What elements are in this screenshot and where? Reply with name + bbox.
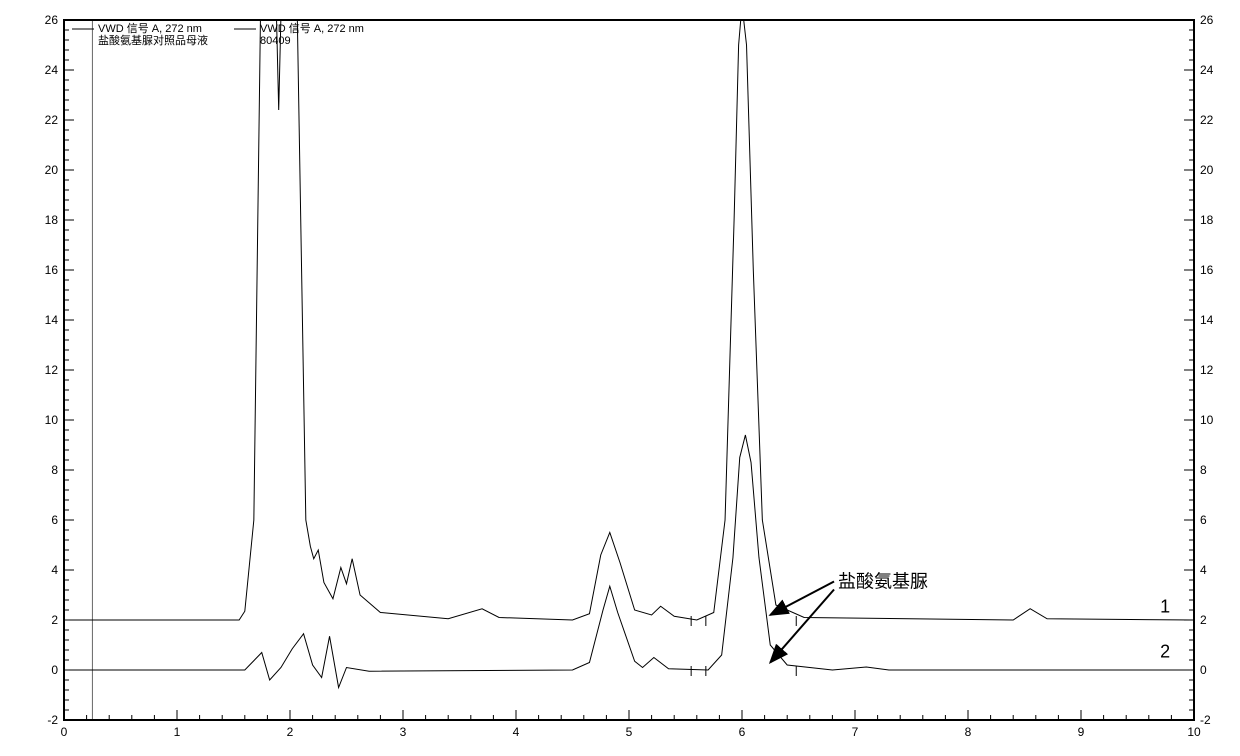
trace-label-2: 2 — [1160, 642, 1170, 662]
right-y-tick-label: -2 — [1200, 713, 1211, 727]
left-y-tick-label: 8 — [51, 463, 58, 477]
trace-label-1: 1 — [1160, 597, 1170, 617]
x-tick-label: 3 — [400, 725, 407, 739]
right-y-tick-label: 8 — [1200, 463, 1207, 477]
left-y-tick-label: 22 — [45, 113, 59, 127]
left-y-tick-label: 16 — [45, 263, 59, 277]
right-y-tick-label: 16 — [1200, 263, 1214, 277]
right-y-tick-label: 12 — [1200, 363, 1214, 377]
right-y-tick-label: 24 — [1200, 63, 1214, 77]
left-y-tick-label: 0 — [51, 663, 58, 677]
right-y-tick-label: 22 — [1200, 113, 1214, 127]
chart-svg: 012345678910-202468101214161820222426-20… — [0, 0, 1240, 756]
trace2 — [64, 435, 1194, 688]
right-y-tick-label: 14 — [1200, 313, 1214, 327]
x-tick-label: 0 — [61, 725, 68, 739]
left-y-tick-label: 20 — [45, 163, 59, 177]
x-tick-label: 7 — [852, 725, 859, 739]
x-tick-label: 4 — [513, 725, 520, 739]
trace1 — [64, 0, 1194, 620]
x-tick-label: 10 — [1187, 725, 1201, 739]
x-tick-label: 2 — [287, 725, 294, 739]
left-y-tick-label: 14 — [45, 313, 59, 327]
right-y-tick-label: 4 — [1200, 563, 1207, 577]
annotation-arrow-2 — [770, 590, 834, 663]
right-y-tick-label: 18 — [1200, 213, 1214, 227]
right-y-tick-label: 20 — [1200, 163, 1214, 177]
left-y-tick-label: 24 — [45, 63, 59, 77]
x-tick-label: 1 — [174, 725, 181, 739]
legend-line2-1: 80409 — [260, 35, 291, 47]
left-y-tick-label: 6 — [51, 513, 58, 527]
left-y-tick-label: 2 — [51, 613, 58, 627]
x-tick-label: 6 — [739, 725, 746, 739]
right-y-tick-label: 0 — [1200, 663, 1207, 677]
legend-line2-0: 盐酸氨基脲对照品母液 — [98, 33, 208, 47]
plot-frame — [64, 20, 1194, 720]
left-y-tick-label: 12 — [45, 363, 59, 377]
annotation-arrow-1 — [770, 582, 834, 616]
chromatogram-chart: 012345678910-202468101214161820222426-20… — [0, 0, 1240, 756]
annotation-label: 盐酸氨基脲 — [838, 572, 928, 592]
left-y-tick-label: 4 — [51, 563, 58, 577]
left-y-tick-label: -2 — [47, 713, 58, 727]
x-tick-label: 9 — [1078, 725, 1085, 739]
x-tick-label: 8 — [965, 725, 972, 739]
right-y-tick-label: 10 — [1200, 413, 1214, 427]
left-y-tick-label: 26 — [45, 13, 59, 27]
legend-line1-1: VWD 信号 A, 272 nm — [260, 22, 364, 35]
left-y-tick-label: 10 — [45, 413, 59, 427]
right-y-tick-label: 2 — [1200, 613, 1207, 627]
right-y-tick-label: 6 — [1200, 513, 1207, 527]
legend-line1-0: VWD 信号 A, 272 nm — [98, 22, 202, 35]
x-tick-label: 5 — [626, 725, 633, 739]
left-y-tick-label: 18 — [45, 213, 59, 227]
right-y-tick-label: 26 — [1200, 13, 1214, 27]
